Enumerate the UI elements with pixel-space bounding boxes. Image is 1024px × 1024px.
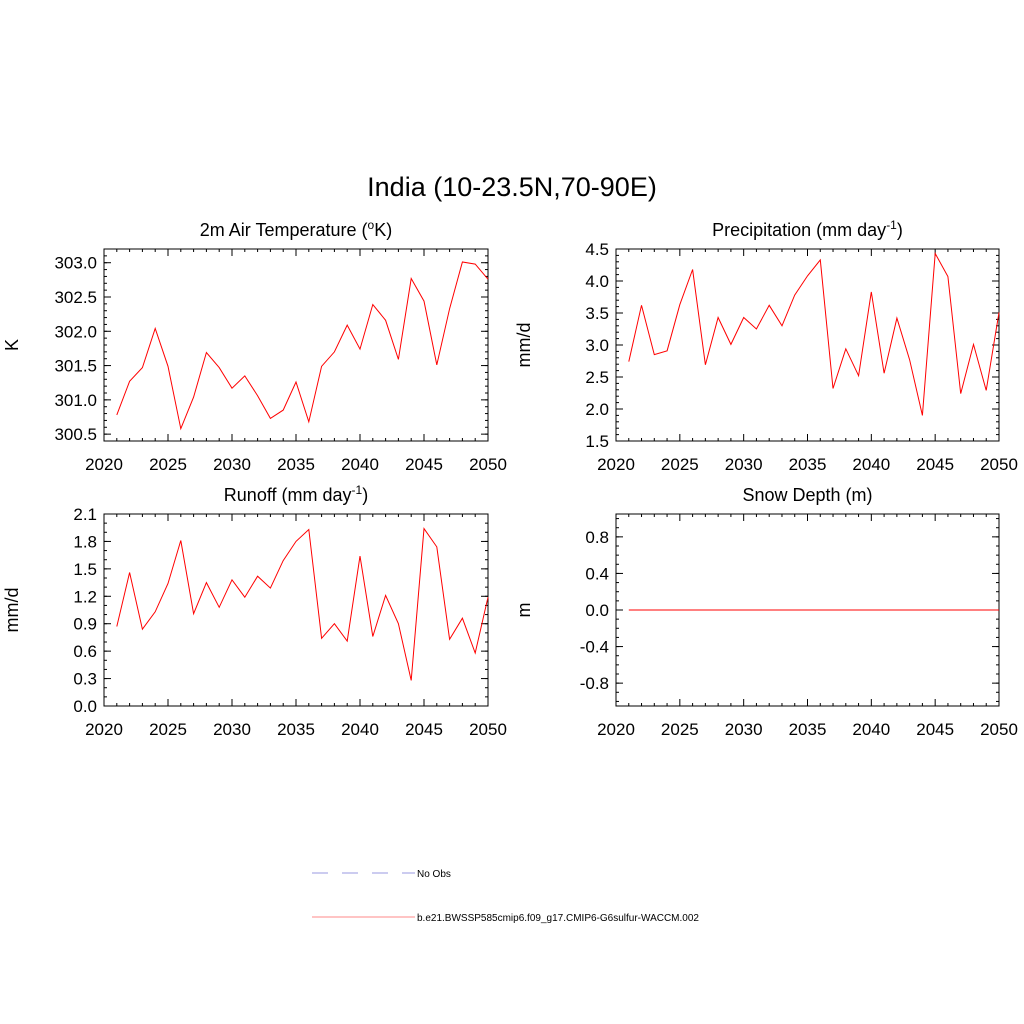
x-tick-label: 2050 bbox=[469, 720, 507, 739]
x-tick-label: 2050 bbox=[980, 720, 1018, 739]
y-tick-label: 2.1 bbox=[73, 505, 97, 524]
y-axis-label: K bbox=[2, 339, 22, 351]
figure-title: India (10-23.5N,70-90E) bbox=[367, 172, 657, 202]
y-tick-label: 0.6 bbox=[73, 642, 97, 661]
y-tick-label: 302.0 bbox=[54, 322, 97, 341]
x-tick-label: 2050 bbox=[980, 455, 1018, 474]
panel-temp: 2020 2025 2030 2035 2040 2045 2050 300.5 301.0 30… bbox=[2, 218, 507, 474]
plot-frame bbox=[103, 248, 489, 442]
panels: 2020 2025 2030 2035 2040 2045 2050 300.5 301.0 30… bbox=[2, 218, 1018, 739]
y-axis-label: mm/d bbox=[2, 588, 22, 633]
series-line bbox=[116, 527, 489, 681]
x-tick-label: 2020 bbox=[597, 720, 635, 739]
y-axis-label: mm/d bbox=[514, 323, 534, 368]
y-axis-label: m bbox=[514, 603, 534, 618]
x-tick-label: 2025 bbox=[149, 455, 187, 474]
y-tick-label: 3.5 bbox=[585, 304, 609, 323]
x-tick-label: 2045 bbox=[405, 455, 443, 474]
x-tick-label: 2045 bbox=[916, 720, 954, 739]
x-tick-label: 2030 bbox=[725, 720, 763, 739]
panel-title: Snow Depth (m) bbox=[742, 485, 872, 505]
y-tick-label: 0.8 bbox=[585, 528, 609, 547]
y-tick-label: 1.2 bbox=[73, 587, 97, 606]
y-tick-label: 1.5 bbox=[585, 432, 609, 451]
y-tick-label: 0.0 bbox=[73, 697, 97, 716]
y-tick-label: 0.4 bbox=[585, 564, 609, 583]
x-tick-label: 2040 bbox=[852, 720, 890, 739]
x-tick-label: 2040 bbox=[852, 455, 890, 474]
series-line bbox=[116, 261, 489, 431]
plot-frame bbox=[103, 513, 489, 707]
x-tick-label: 2035 bbox=[789, 720, 827, 739]
panel-title: Runoff (mm day-1) bbox=[224, 483, 368, 505]
x-tick-label: 2035 bbox=[789, 455, 827, 474]
y-tick-label: 300.5 bbox=[54, 425, 97, 444]
legend-label-no-obs: No Obs bbox=[417, 869, 451, 880]
x-tick-label: 2035 bbox=[277, 720, 315, 739]
x-tick-label: 2040 bbox=[341, 455, 379, 474]
x-tick-label: 2025 bbox=[661, 720, 699, 739]
legend-label-model: b.e21.BWSSP585cmip6.f09_g17.CMIP6-G6sulf… bbox=[417, 913, 699, 924]
y-tick-label: 0.3 bbox=[73, 670, 97, 689]
y-tick-label: 3.0 bbox=[585, 336, 609, 355]
y-tick-label: 0.9 bbox=[73, 615, 97, 634]
x-tick-label: 2025 bbox=[149, 720, 187, 739]
x-tick-label: 2030 bbox=[213, 455, 251, 474]
x-tick-label: 2035 bbox=[277, 455, 315, 474]
y-tick-label: 0.0 bbox=[585, 601, 609, 620]
y-tick-label: 301.0 bbox=[54, 391, 97, 410]
y-tick-label: -0.4 bbox=[580, 638, 609, 657]
panel-precip: 2020 2025 2030 2035 2040 2045 2050 1.5 2.0 2.5 3.0… bbox=[514, 218, 1018, 474]
y-tick-label: 301.5 bbox=[54, 357, 97, 376]
x-tick-label: 2020 bbox=[597, 455, 635, 474]
y-tick-label: 1.5 bbox=[73, 560, 97, 579]
x-tick-label: 2050 bbox=[469, 455, 507, 474]
x-tick-label: 2020 bbox=[85, 455, 123, 474]
y-tick-label: -0.8 bbox=[580, 674, 609, 693]
panel-title: 2m Air Temperature (oK) bbox=[200, 218, 392, 240]
panel-runoff: 2020 2025 2030 2035 2040 2045 2050 0.0 0.3 0.6 0.9… bbox=[2, 483, 507, 739]
x-tick-label: 2040 bbox=[341, 720, 379, 739]
y-tick-label: 4.5 bbox=[585, 240, 609, 259]
y-tick-label: 302.5 bbox=[54, 288, 97, 307]
panel-title: Precipitation (mm day-1) bbox=[712, 218, 903, 240]
y-tick-label: 1.8 bbox=[73, 532, 97, 551]
x-tick-label: 2045 bbox=[405, 720, 443, 739]
series-line bbox=[628, 251, 1000, 416]
plot-frame bbox=[615, 248, 1000, 442]
x-tick-label: 2030 bbox=[213, 720, 251, 739]
y-tick-label: 303.0 bbox=[54, 254, 97, 273]
x-tick-label: 2045 bbox=[916, 455, 954, 474]
x-tick-label: 2025 bbox=[661, 455, 699, 474]
panel-snow: 2020 2025 2030 2035 2040 2045 2050 -0.8 -0.4 0.0 0… bbox=[514, 485, 1018, 739]
y-tick-label: 2.5 bbox=[585, 368, 609, 387]
y-tick-label: 2.0 bbox=[585, 400, 609, 419]
x-tick-label: 2020 bbox=[85, 720, 123, 739]
y-tick-label: 4.0 bbox=[585, 272, 609, 291]
x-tick-label: 2030 bbox=[725, 455, 763, 474]
legend: No Obs b.e21.BWSSP585cmip6.f09_g17.CMIP6… bbox=[312, 869, 699, 924]
